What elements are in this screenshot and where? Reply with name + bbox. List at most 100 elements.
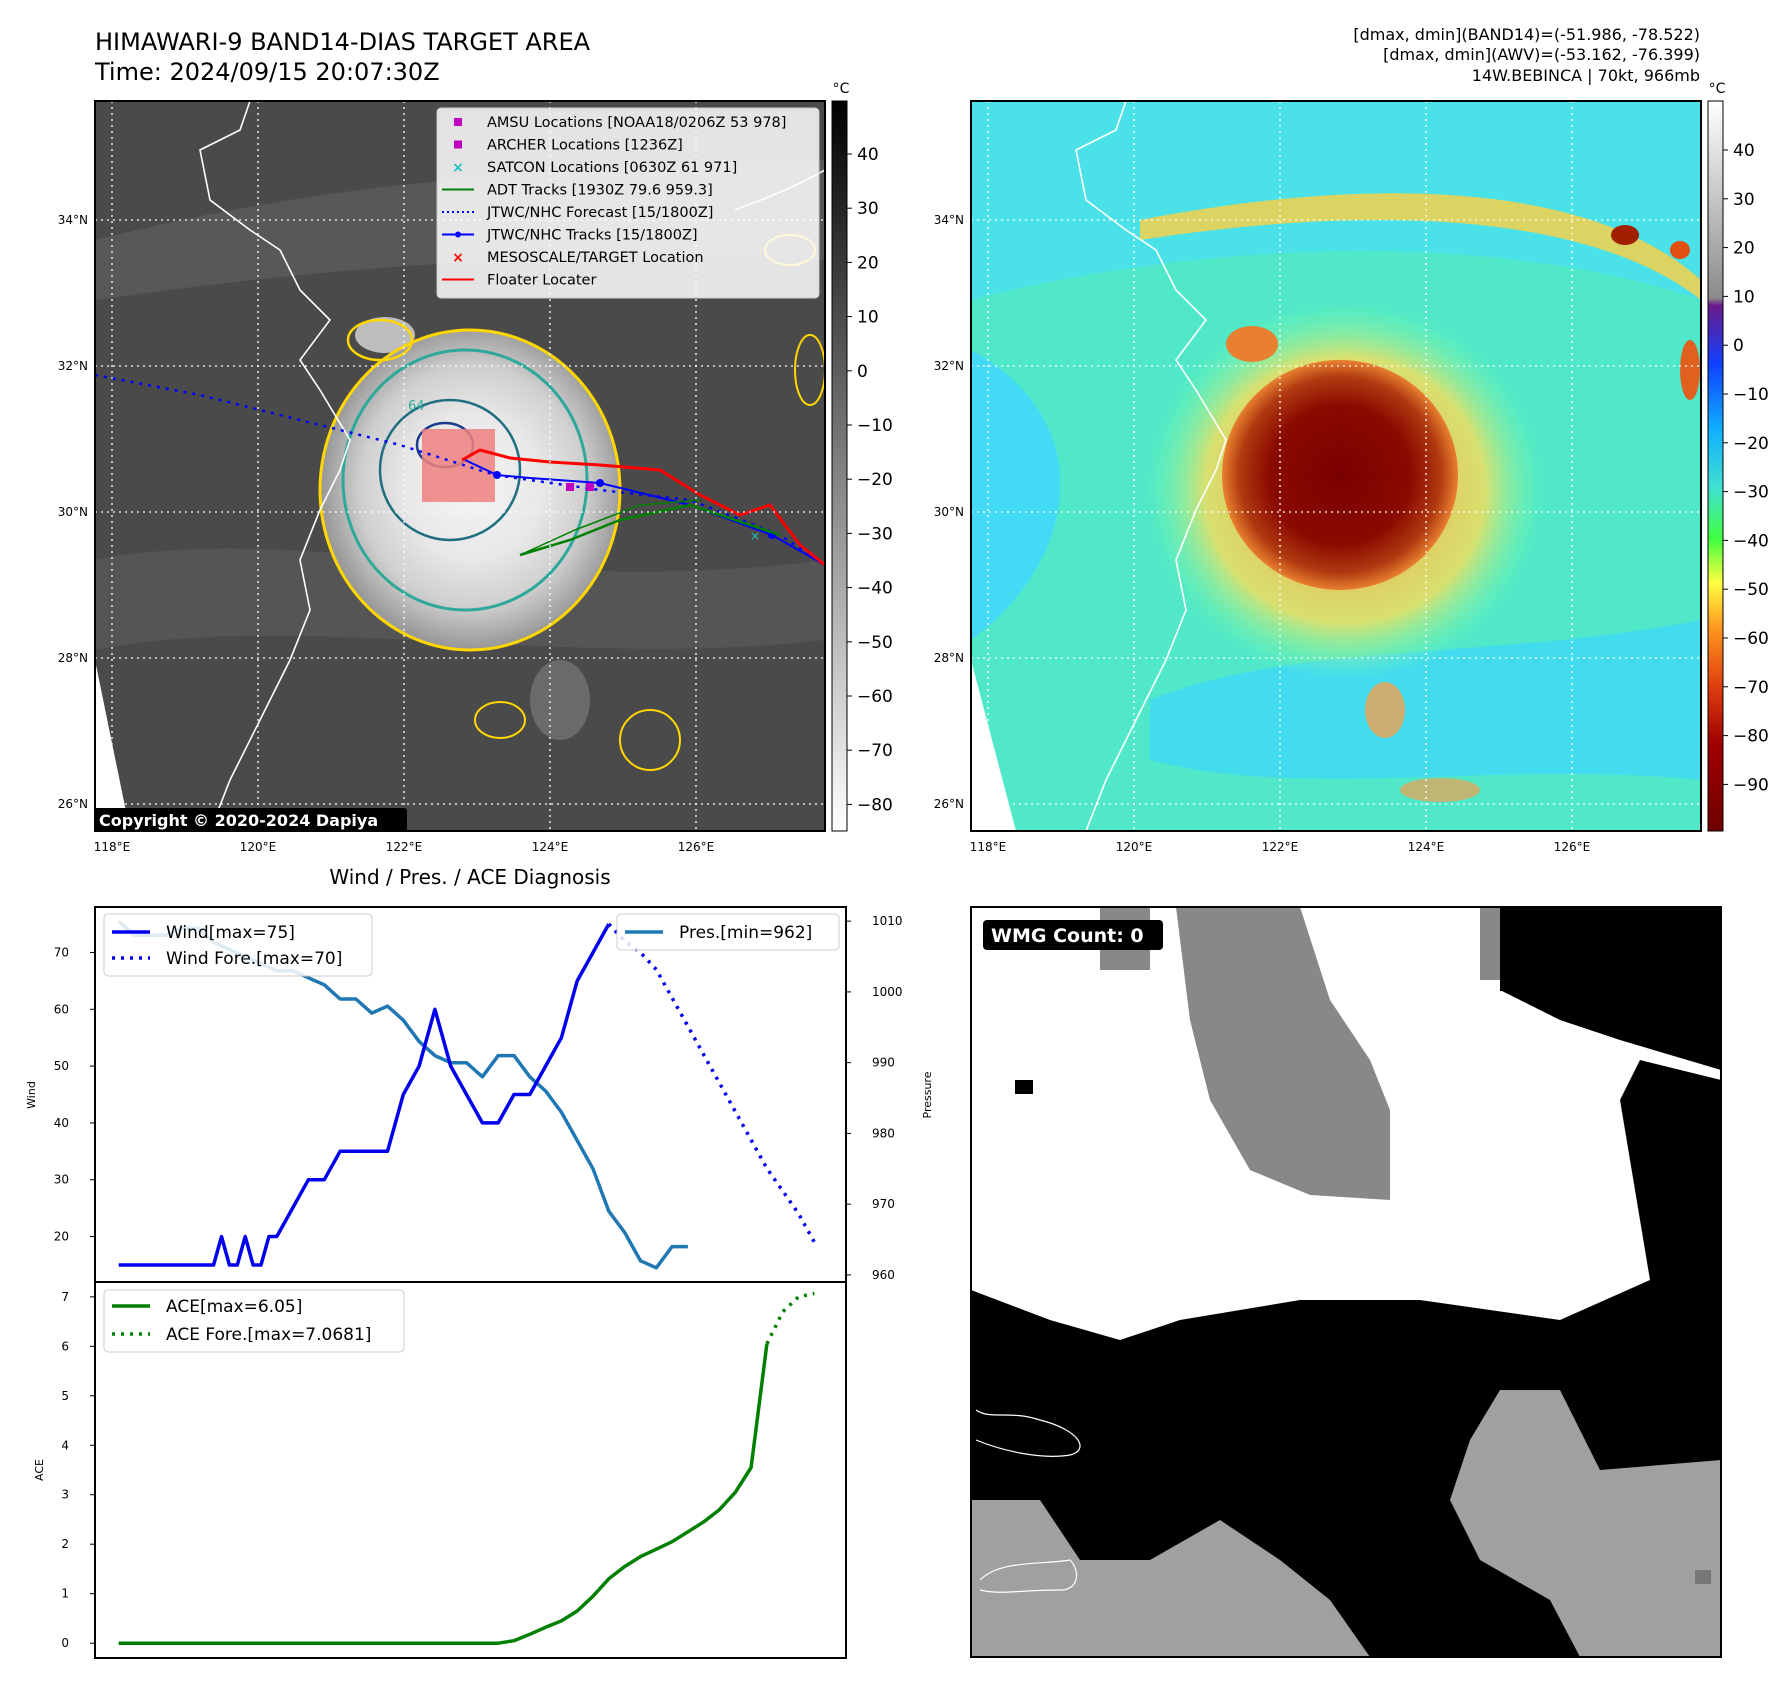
pressure-axis-tick-label: 960: [872, 1268, 895, 1282]
color-storm-core: [1222, 360, 1458, 590]
color-lat-tick: 28°N: [934, 651, 964, 665]
ir-legend-item: AMSU Locations [NOAA18/0206Z 53 978]: [454, 115, 786, 131]
figure-title: HIMAWARI-9 BAND14-DIAS TARGET AREA: [95, 28, 591, 56]
color-lon-ticks: 118°E 120°E 122°E 124°E 126°E: [970, 840, 1591, 854]
wmg-gray-region: [971, 1500, 1370, 1657]
color-moisture-band: [971, 350, 1061, 640]
color-lat-tick: 30°N: [934, 505, 964, 519]
legend-marker-square: [454, 140, 462, 149]
ir-legend-item: × SATCON Locations [0630Z 61 971]: [452, 160, 737, 176]
color-colorbar: °C 40 30 20 10 0 −10 −20 −30 −40 −50 −60 −70 −80 −90: [1707, 81, 1769, 832]
wmg-panel: WMG Count: 0: [970, 906, 1722, 1658]
pressure-axis-tick-label: 980: [872, 1126, 895, 1140]
ir-legend-item: JTWC/NHC Forecast [15/1800Z]: [442, 205, 713, 221]
color-cell: [1226, 326, 1278, 362]
color-cell: [1400, 778, 1480, 802]
pressure-axis-tick-label: 970: [872, 1197, 895, 1211]
ir-contour: [378, 398, 522, 542]
ir-legend: AMSU Locations [NOAA18/0206Z 53 978] ARCH…: [436, 107, 820, 299]
colorbar-tick-label: −20: [1733, 434, 1769, 454]
colorbar-tick-label: 40: [1733, 141, 1755, 161]
wmg-gray-region: [1450, 1390, 1721, 1657]
colorbar-tick-label: −10: [857, 416, 893, 436]
ir-lat-tick: 28°N: [58, 651, 88, 665]
colorbar-tick-label: −30: [857, 524, 893, 544]
wind-forecast-line: [607, 922, 816, 1244]
ir-colorbar-ramp: [831, 100, 848, 832]
wind-axis-tick-label: 20: [54, 1230, 69, 1244]
pressure-legend-box: [616, 913, 840, 951]
ir-lon-tick: 118°E: [94, 840, 131, 854]
ir-colorbar: °C 40 30 20 10 0 −10 −20 −30 −40 −50 −60 −70 −80: [831, 81, 893, 832]
color-lon-tick: 118°E: [970, 840, 1007, 854]
wind-legend-label: Wind[max=75]: [166, 923, 295, 943]
ir-lat-tick: 32°N: [58, 359, 88, 373]
coastline: [199, 101, 351, 831]
color-moisture-band: [1150, 620, 1701, 780]
coastline: [975, 1409, 1081, 1457]
colorbar-tick-label: −30: [1733, 483, 1769, 503]
ir-legend-label: MESOSCALE/TARGET Location: [487, 250, 704, 266]
ir-lon-tick: 124°E: [532, 840, 569, 854]
copyright-box: [95, 808, 407, 831]
ace-chart-frame: [94, 1281, 847, 1659]
ir-legend-item: JTWC/NHC Tracks [15/1800Z]: [442, 228, 698, 244]
colorbar-tick-label: −70: [1733, 678, 1769, 698]
colorbar-tick-label: −40: [1733, 531, 1769, 551]
color-map-frame: [970, 100, 1702, 832]
jtwc-track-point: [596, 479, 604, 487]
ace-axis-tick-label: 5: [61, 1389, 69, 1403]
wind-axis-tick-label: 30: [54, 1173, 69, 1187]
wind-line: [118, 923, 611, 1267]
info-storm: 14W.BEBINCA | 70kt, 966mb: [1472, 66, 1700, 85]
ace-forecast-legend-label: ACE Fore.[max=7.0681]: [166, 1325, 371, 1345]
copyright-text: Copyright © 2020-2024 Dapiya: [99, 811, 378, 830]
wmg-frame: [970, 906, 1722, 1658]
figure-time: Time: 2024/09/15 20:07:30Z: [94, 58, 440, 86]
ir-contour: [474, 701, 526, 739]
ir-lat-ticks: 34°N 32°N 30°N 28°N 26°N: [58, 213, 88, 811]
ir-legend-item: Floater Locater: [442, 273, 596, 289]
ir-lon-tick: 122°E: [386, 840, 423, 854]
colorbar-tick-label: 30: [857, 199, 879, 219]
ace-axis-tick-label: 3: [61, 1488, 69, 1502]
coastline: [1075, 101, 1227, 831]
ir-lon-tick: 120°E: [240, 840, 277, 854]
colorbar-tick-label: −70: [857, 741, 893, 761]
ace-axis-tick-label: 0: [61, 1636, 69, 1650]
adt-track: [519, 503, 781, 557]
diagnosis-title: Wind / Pres. / ACE Diagnosis: [329, 865, 610, 889]
coastline: [979, 1559, 1078, 1593]
ir-contour: [346, 318, 414, 362]
colorbar-tick-label: 20: [1733, 239, 1755, 259]
color-lon-tick: 126°E: [1554, 840, 1591, 854]
wind-axis-label: Wind: [25, 1081, 38, 1109]
ace-legend: ACE[max=6.05] ACE Fore.[max=7.0681]: [103, 1289, 405, 1353]
pressure-legend-label: Pres.[min=962]: [679, 923, 812, 943]
ace-axis-tick-label: 2: [61, 1537, 69, 1551]
colorbar-tick-label: 20: [857, 253, 879, 273]
ace-chart: 0 1 2 3 4 5 6 7 ACE ACE[max=6.05] ACE Fore.[max…: [33, 1281, 847, 1659]
colorbar-tick-label: 40: [857, 145, 879, 165]
ir-legend-item: ARCHER Locations [1236Z]: [454, 138, 683, 154]
colorbar-tick-label: 0: [1733, 336, 1744, 356]
ir-legend-label: JTWC/NHC Forecast [15/1800Z]: [486, 205, 713, 221]
colorbar-tick-label: −80: [1733, 727, 1769, 747]
colorbar-tick-label: −60: [1733, 629, 1769, 649]
ir-legend-label: SATCON Locations [0630Z 61 971]: [487, 160, 737, 176]
ace-legend-label: ACE[max=6.05]: [166, 1297, 302, 1317]
color-cell: [1670, 241, 1690, 259]
wmg-cell: [1015, 1080, 1033, 1094]
info-band14: [dmax, dmin](BAND14)=(-51.986, -78.522): [1353, 25, 1700, 44]
color-lat-ticks: 34°N 32°N 30°N 28°N 26°N: [934, 213, 964, 811]
jtwc-track-point: [493, 471, 501, 479]
ir-cloud-cell: [355, 317, 415, 353]
colorbar-tick-label: −90: [1733, 775, 1769, 795]
ir-colorbar-unit: °C: [833, 81, 850, 97]
colorbar-tick-label: −40: [857, 579, 893, 599]
ir-map-frame: [94, 100, 826, 832]
legend-marker-square: [454, 118, 462, 126]
floater-locater-track: [461, 448, 825, 567]
colorbar-tick-label: −50: [1733, 580, 1769, 600]
wmg-label-box: [983, 920, 1163, 950]
